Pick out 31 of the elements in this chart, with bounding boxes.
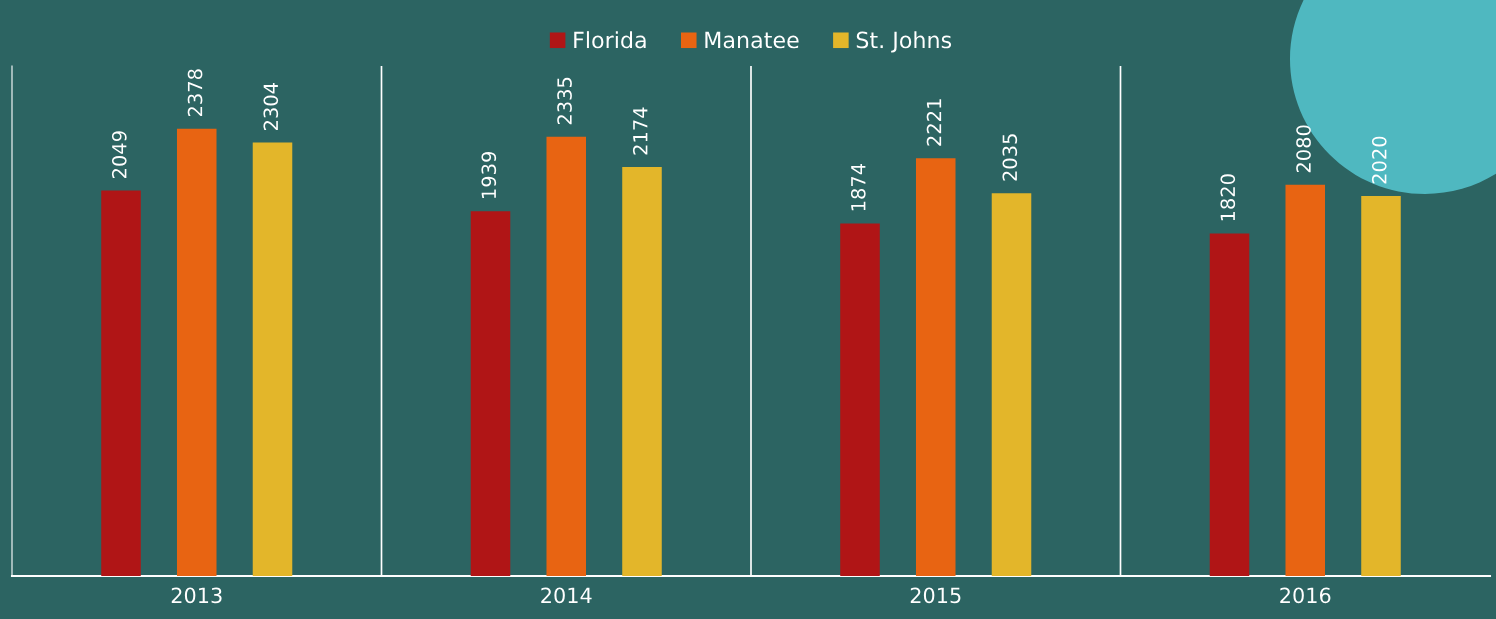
x-tick-label: 2015 — [910, 587, 961, 604]
bar — [840, 223, 880, 576]
bar — [991, 193, 1032, 576]
data-label: 1874 — [850, 163, 866, 211]
bar — [546, 136, 587, 576]
bar — [1361, 195, 1401, 576]
data-label: 2378 — [187, 69, 203, 117]
x-tick-label: 2014 — [541, 587, 592, 604]
bar — [915, 158, 956, 576]
bar — [622, 167, 662, 576]
data-label: 2049 — [111, 131, 127, 178]
data-label: 2174 — [632, 107, 648, 155]
bar — [1209, 233, 1250, 576]
data-label: 2035 — [1002, 134, 1018, 181]
data-label: 1939 — [481, 151, 497, 198]
legend-label: Florida — [574, 31, 646, 49]
bar — [470, 211, 511, 576]
data-label: 2020 — [1371, 136, 1387, 184]
x-tick-label: 2013 — [171, 587, 222, 604]
data-label: 2304 — [263, 83, 279, 131]
legend-label: St. Johns — [856, 31, 952, 53]
bar — [252, 142, 293, 576]
legend-label: Manatee — [705, 31, 799, 49]
data-label: 2221 — [926, 99, 942, 146]
bar — [101, 190, 141, 576]
x-tick-label: 2016 — [1280, 587, 1331, 604]
data-label: 1820 — [1220, 174, 1236, 221]
data-label: 2080 — [1296, 125, 1311, 173]
bar — [176, 128, 217, 576]
bar — [1285, 184, 1326, 576]
data-label: 2335 — [557, 77, 572, 125]
